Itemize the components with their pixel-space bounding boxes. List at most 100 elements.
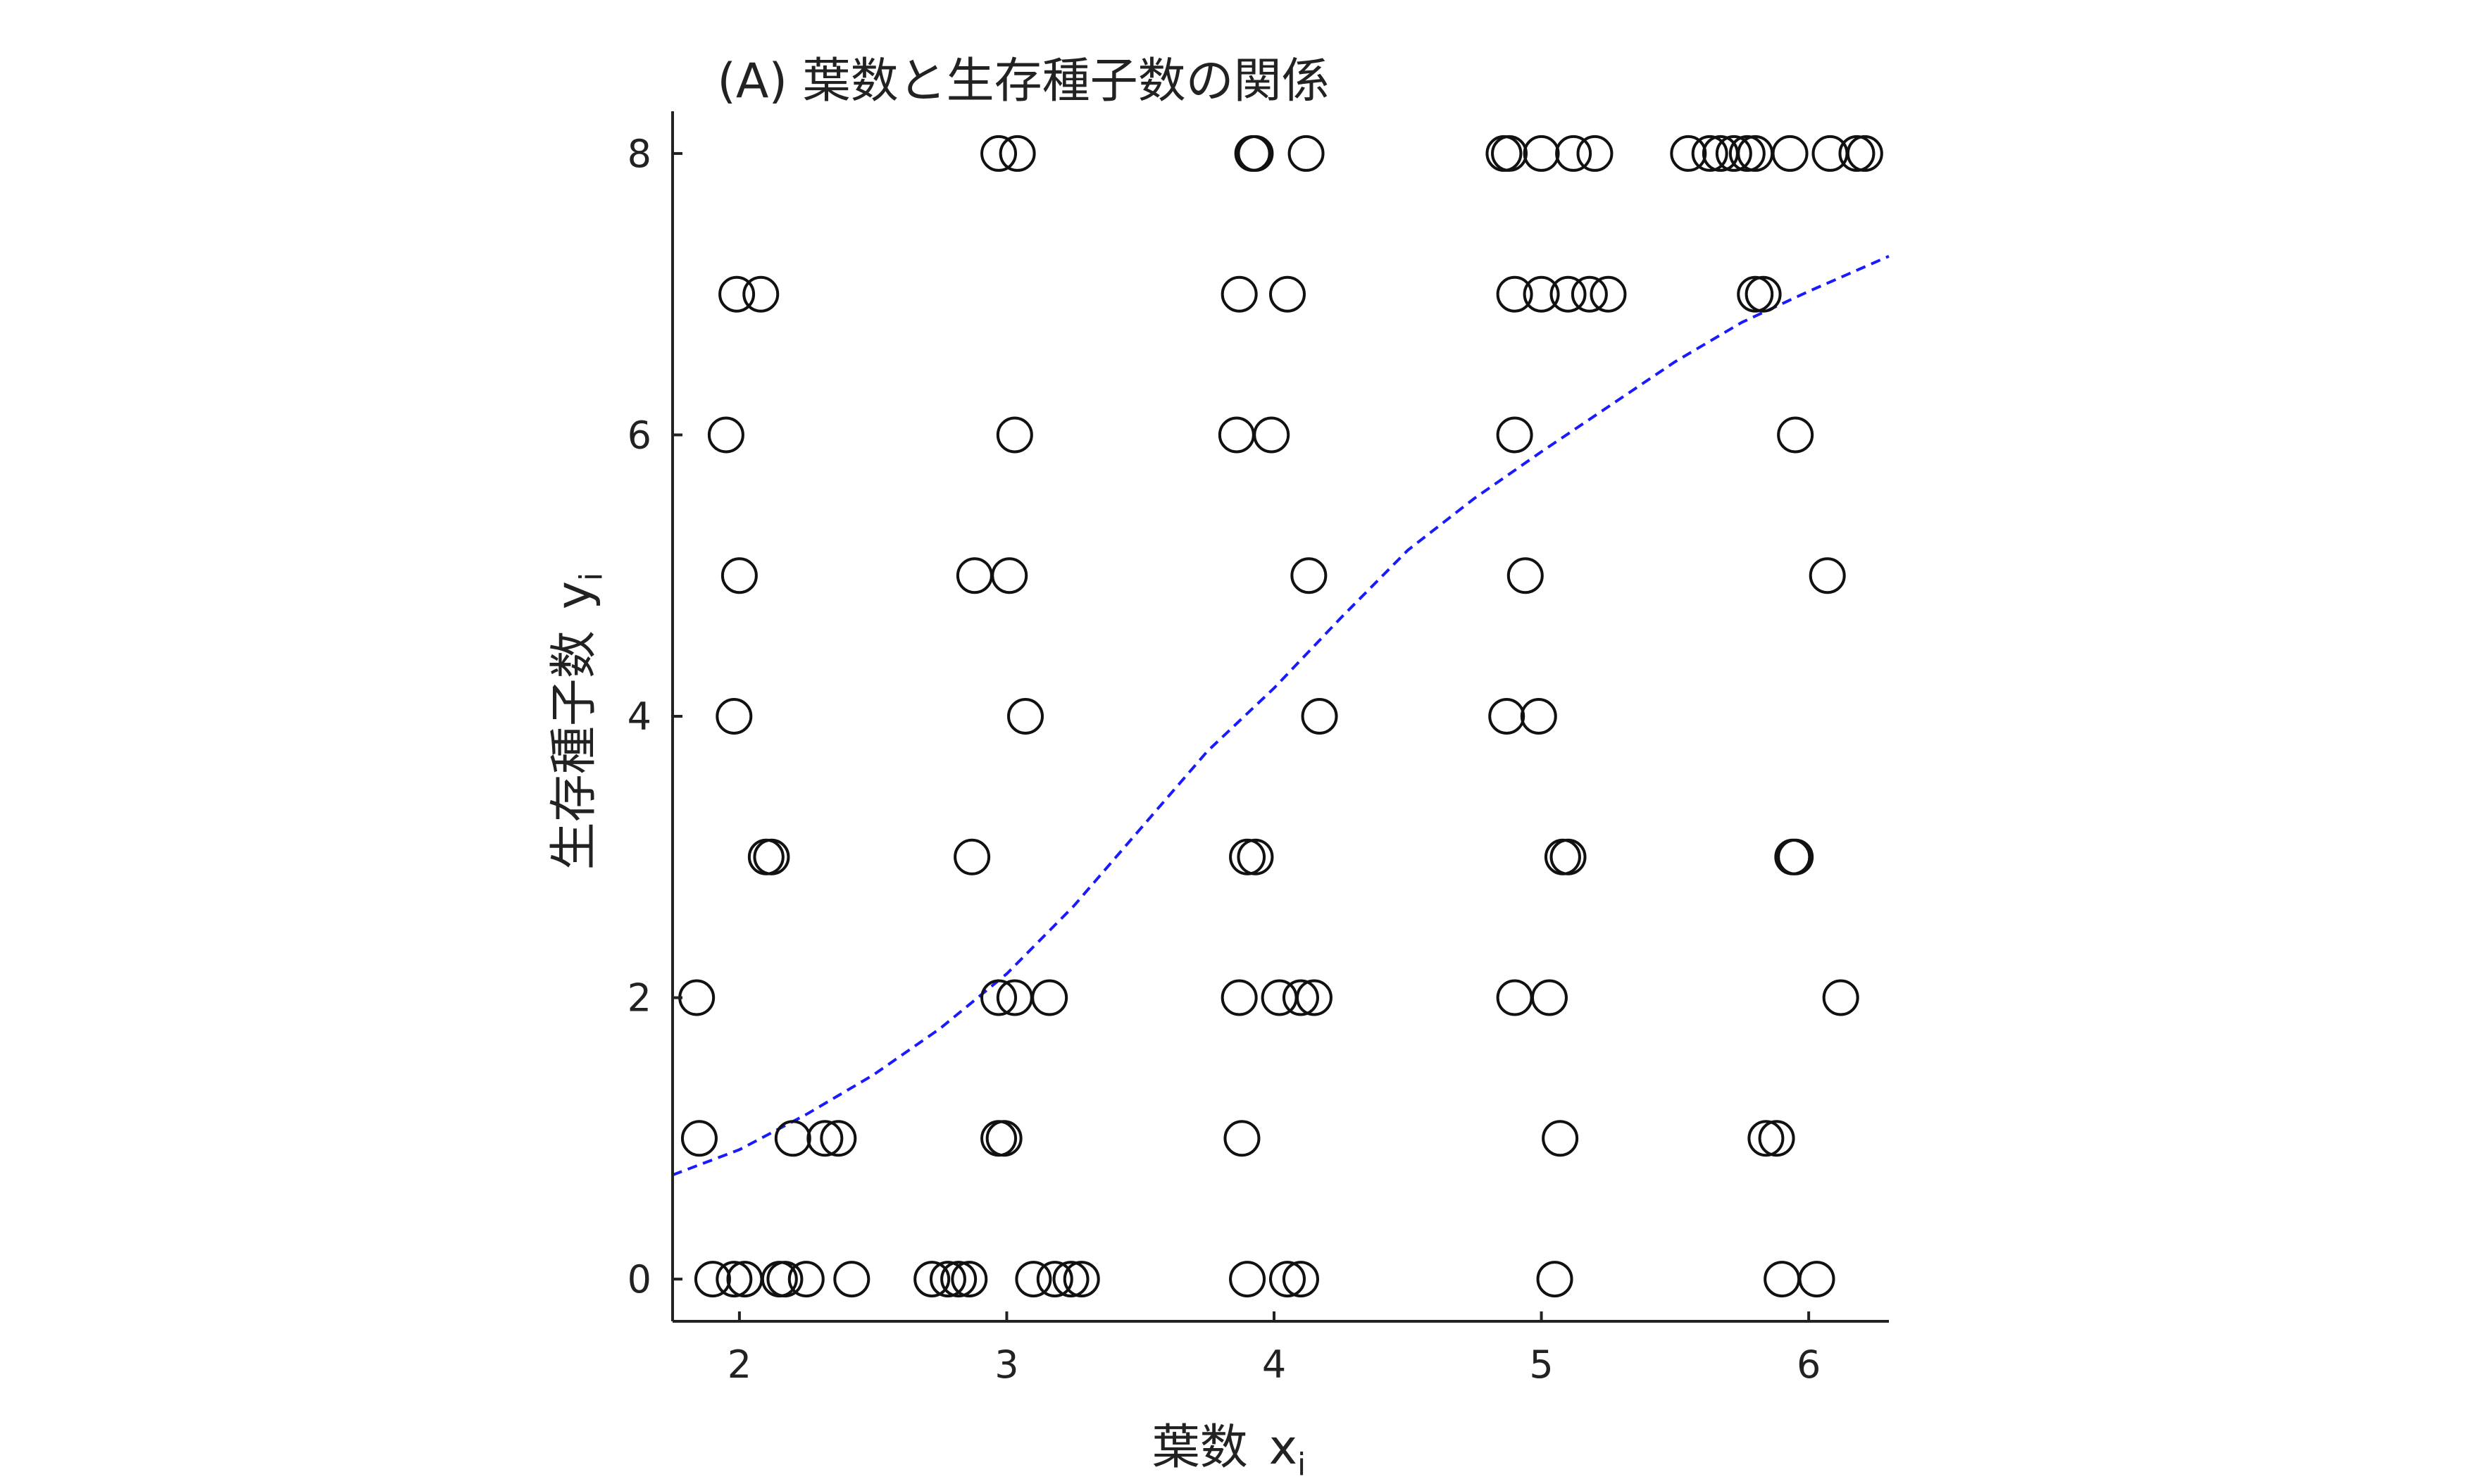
data-point [1290,557,1328,594]
data-point [787,1261,825,1298]
data-point [1234,135,1271,172]
data-point [1777,416,1814,454]
data-point [1809,557,1846,594]
data-point [1811,135,1849,172]
data-point [1838,135,1876,172]
data-point [1670,135,1707,172]
data-point [1523,275,1560,313]
data-point [806,1120,844,1157]
data-point [1771,135,1809,172]
data-point [1253,416,1290,454]
data-point [1758,1120,1795,1157]
data-point [1530,979,1568,1016]
x-tick-label: 5 [1529,1342,1553,1387]
data-point [929,1261,966,1298]
data-point [753,838,790,875]
data-point [1221,979,1258,1016]
data-point [1777,838,1814,875]
data-point [985,1120,1023,1157]
y-tick-label: 6 [628,413,651,457]
data-point [1496,979,1533,1016]
data-point [1728,135,1766,172]
data-point [1221,275,1258,313]
data-point [1261,979,1298,1016]
data-point [1237,135,1274,172]
fit-curve-layer [672,254,1890,1177]
data-point [1223,1120,1261,1157]
data-point [1295,979,1333,1016]
data-point [1506,557,1544,594]
data-point [1237,838,1274,875]
data-point [694,1261,731,1298]
data-point [1523,135,1560,172]
data-point [774,1120,811,1157]
data-point [1715,135,1752,172]
data-points-layer [678,135,1883,1298]
data-point [716,1261,753,1298]
data-point [1536,1261,1573,1298]
x-ticks: 2 3 4 5 6 [728,1311,1821,1387]
data-point [1282,1261,1319,1298]
data-point [1590,275,1627,313]
data-point [1282,979,1319,1016]
data-point [1846,135,1883,172]
data-point [1549,275,1587,313]
data-point [1052,1261,1090,1298]
data-point [980,135,1018,172]
data-point [1268,1261,1306,1298]
data-point [913,1261,951,1298]
data-point [1745,275,1782,313]
fit-curve [672,254,1890,1177]
data-point [1764,1261,1801,1298]
data-point [1015,1261,1052,1298]
data-point [951,1261,988,1298]
data-point [1218,416,1255,454]
data-point [1691,135,1728,172]
data-point [1822,979,1859,1016]
data-point [980,979,1018,1016]
data-point [1798,1261,1835,1298]
x-tick-label: 3 [994,1342,1018,1387]
data-point [1488,698,1525,735]
data-point [766,1261,804,1298]
data-point [1555,135,1592,172]
data-point [1520,698,1557,735]
data-point [1301,698,1338,735]
y-tick-label: 8 [628,132,651,176]
data-point [680,1120,718,1157]
data-point [1007,698,1044,735]
data-point [1496,416,1533,454]
data-point [716,698,753,735]
data-point [999,135,1036,172]
x-tick-label: 6 [1797,1342,1821,1387]
data-point [820,1120,857,1157]
y-axis-label: 生存種子数yi [547,573,609,871]
y-tick-label: 2 [628,976,651,1021]
data-point [1549,838,1587,875]
data-point [1774,838,1811,875]
x-tick-label: 4 [1262,1342,1286,1387]
data-point [1036,1261,1073,1298]
data-point [1287,135,1325,172]
data-point [1737,135,1774,172]
data-point [833,1261,870,1298]
data-point [742,275,780,313]
data-point [720,557,758,594]
data-point [1063,1261,1100,1298]
x-axis-label: 葉数 xi [1152,1420,1306,1483]
data-point [1576,135,1614,172]
data-point [1747,1120,1785,1157]
data-point [1737,275,1774,313]
data-point [996,416,1033,454]
y-tick-label: 0 [628,1257,651,1302]
y-tick-label: 4 [628,694,651,739]
data-point [954,838,991,875]
data-point [1268,275,1306,313]
data-point [1229,838,1266,875]
data-point [956,557,993,594]
data-point [1496,275,1533,313]
data-point [1229,1261,1266,1298]
y-ticks: 0 2 4 6 8 [628,132,682,1302]
data-point [718,275,756,313]
